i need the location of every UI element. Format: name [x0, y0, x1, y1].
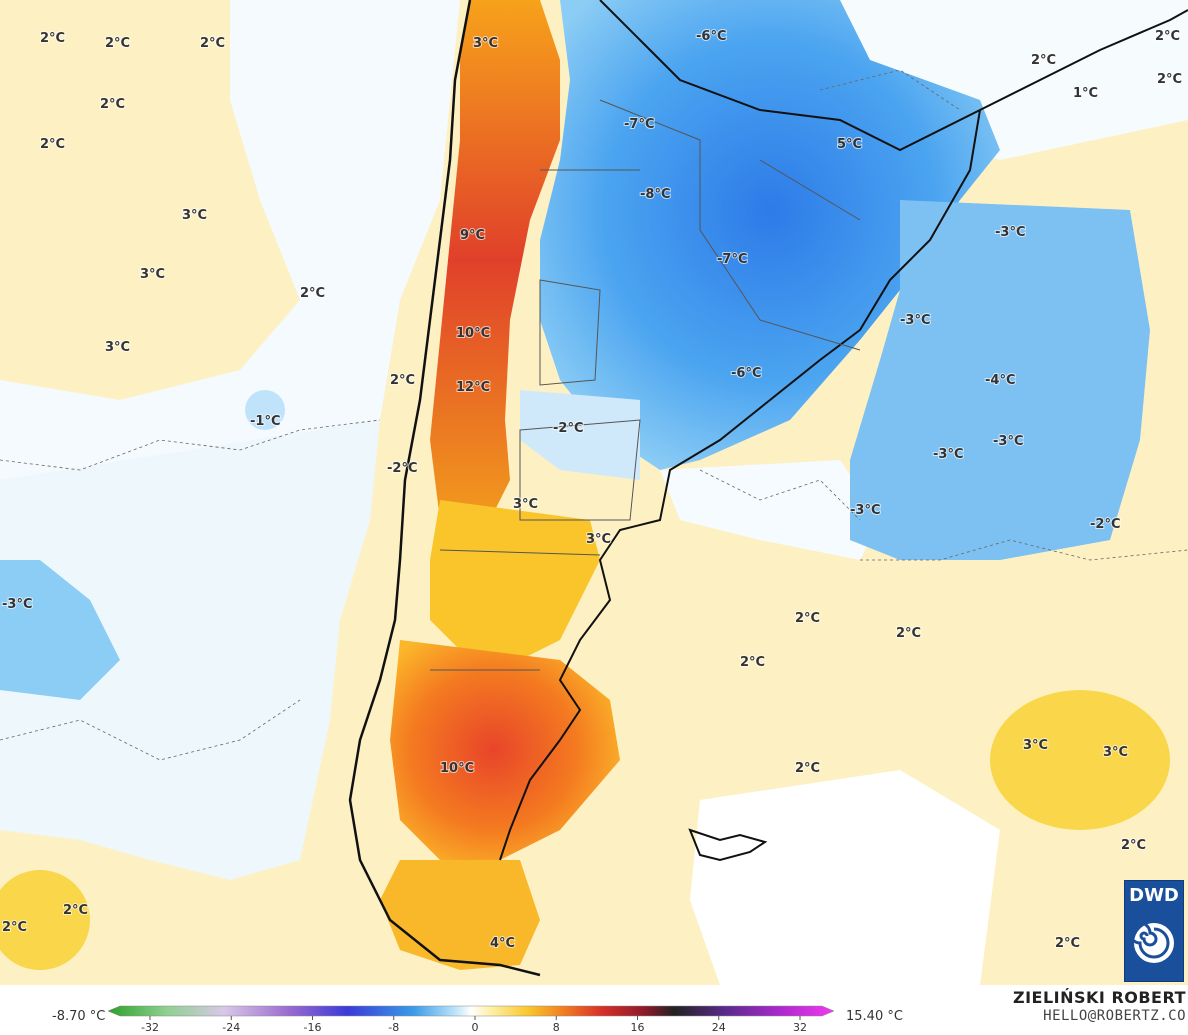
- dwd-logo: DWD: [1124, 880, 1184, 982]
- temperature-label: 3°C: [182, 208, 207, 223]
- islands-malvinas: [688, 828, 768, 862]
- temperature-label: 10°C: [440, 761, 474, 776]
- legend-max-label: 15.40 °C: [846, 1009, 903, 1024]
- temperature-label: 2°C: [1157, 72, 1182, 87]
- temperature-label: 12°C: [456, 380, 490, 395]
- coastline-east: [499, 0, 1188, 861]
- temperature-label: 2°C: [1155, 29, 1180, 44]
- temperature-label: -2°C: [387, 461, 417, 476]
- temperature-label: -2°C: [553, 421, 583, 436]
- temperature-label: 2°C: [1055, 936, 1080, 951]
- temperature-label: 3°C: [586, 532, 611, 547]
- temperature-labels: 2°C 2°C 2°C 3°C 2°C 2°C 3°C 3°C 2°C 3°C 9°C 10°C 2°C…: [1, 28, 1183, 952]
- cold-zone-argentina: [540, 0, 1000, 470]
- legend-tick-label: 16: [631, 1021, 645, 1034]
- temperature-label: 2°C: [200, 36, 225, 51]
- legend-tick-label: -8: [388, 1021, 399, 1034]
- contour-lines: [0, 69, 1188, 761]
- credit-email: HELLO@ROBERTZ.CO: [1043, 1008, 1186, 1024]
- color-scale-bar: [107, 1005, 835, 1017]
- temperature-label: -3°C: [900, 313, 930, 328]
- pale-zone-south-pacific: [0, 420, 380, 880]
- cold-spot-small: [245, 390, 285, 430]
- temperature-map: 2°C 2°C 2°C 3°C 2°C 2°C 3°C 3°C 2°C 3°C 9°C 10°C 2°C…: [0, 0, 1188, 985]
- temperature-label: 3°C: [105, 340, 130, 355]
- temperature-label: 2°C: [40, 137, 65, 152]
- legend-tick-label: -16: [304, 1021, 322, 1034]
- temperature-label: -3°C: [933, 447, 963, 462]
- legend-tick-label: 32: [793, 1021, 807, 1034]
- swirl-icon: [1128, 921, 1174, 963]
- temperature-label: -1°C: [250, 414, 280, 429]
- temperature-label: -6°C: [731, 366, 761, 381]
- temperature-label: 3°C: [1103, 745, 1128, 760]
- pale-zone-pacific: [0, 0, 460, 480]
- temperature-label: 2°C: [795, 611, 820, 626]
- temperature-label: 2°C: [40, 31, 65, 46]
- temperature-label: 1°C: [1073, 86, 1098, 101]
- temperature-label: 2°C: [740, 655, 765, 670]
- temperature-label: 3°C: [513, 497, 538, 512]
- temperature-label: -3°C: [993, 434, 1023, 449]
- cold-zone-west: [0, 560, 120, 700]
- temperature-label: -7°C: [717, 252, 747, 267]
- temperature-label: -3°C: [995, 225, 1025, 240]
- legend-tick-label: -24: [222, 1021, 240, 1034]
- warm-zone-patagonia: [390, 640, 620, 860]
- temperature-label: 2°C: [2, 920, 27, 935]
- cold-zone-atlantic: [850, 200, 1150, 560]
- temperature-label: 2°C: [896, 626, 921, 641]
- temperature-label: 3°C: [1023, 738, 1048, 753]
- temperature-label: -4°C: [985, 373, 1015, 388]
- cold-zone-southwest: [520, 390, 640, 480]
- temperature-label: 2°C: [1031, 53, 1056, 68]
- temperature-label: 2°C: [63, 903, 88, 918]
- legend-tick-label: -32: [141, 1021, 159, 1034]
- legend-tick-label: 8: [553, 1021, 560, 1034]
- temperature-label: -3°C: [2, 597, 32, 612]
- credit-author: ZIELIŃSKI ROBERT: [1012, 988, 1186, 1007]
- temperature-label: 9°C: [460, 228, 485, 243]
- warm-zone-andes: [430, 0, 560, 520]
- temperature-label: -8°C: [640, 187, 670, 202]
- temperature-label: 2°C: [300, 286, 325, 301]
- temperature-label: 2°C: [1121, 838, 1146, 853]
- temperature-label: 2°C: [795, 761, 820, 776]
- boundary-lines: [430, 99, 861, 671]
- temperature-label: 10°C: [456, 326, 490, 341]
- temperature-label: -2°C: [1090, 517, 1120, 532]
- legend-ticks: -32 -24 -16 -8 0 8 16 24 32: [141, 1016, 807, 1034]
- temperature-label: -7°C: [624, 117, 654, 132]
- dwd-logo-text: DWD: [1129, 885, 1179, 906]
- legend-min-label: -8.70 °C: [52, 1009, 105, 1024]
- legend: -8.70 °C -32 -24 -16 -8 0 8 16 24 32 15.40 °C: [0, 985, 1188, 1035]
- temperature-label: 5°C: [837, 137, 862, 152]
- temperature-label: -6°C: [696, 29, 726, 44]
- warm-patch-sw: [0, 870, 90, 970]
- temperature-label: 2°C: [105, 36, 130, 51]
- temperature-label: 2°C: [100, 97, 125, 112]
- temperature-label: 3°C: [140, 267, 165, 282]
- pale-zone-south-atlantic: [690, 770, 1000, 985]
- temperature-label: 2°C: [390, 373, 415, 388]
- warm-patch-se: [990, 690, 1170, 830]
- coastline-west: [348, 0, 541, 977]
- pale-zone-mid-atlantic: [660, 460, 880, 560]
- temperature-label: 4°C: [490, 936, 515, 951]
- temperature-label: -3°C: [850, 503, 880, 518]
- legend-tick-label: 24: [712, 1021, 726, 1034]
- temperature-label: 3°C: [473, 36, 498, 51]
- legend-tick-label: 0: [472, 1021, 479, 1034]
- warm-zone-central: [430, 500, 600, 660]
